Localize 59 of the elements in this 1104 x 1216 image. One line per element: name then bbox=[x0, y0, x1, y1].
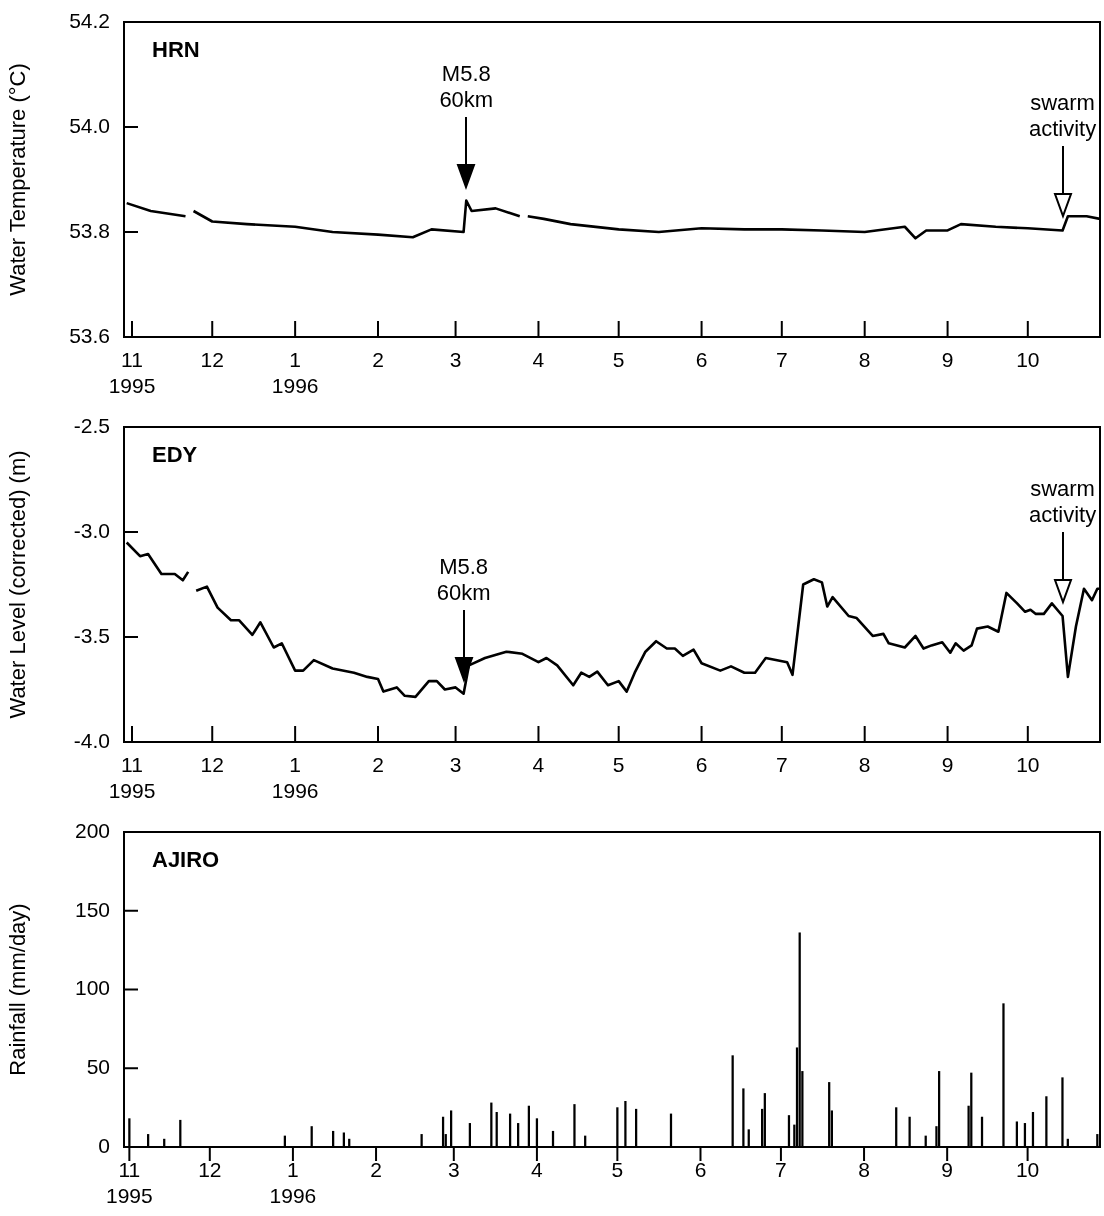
x-tick-label: 1 1996 bbox=[269, 1158, 317, 1207]
x-tick-label: 3 bbox=[447, 1158, 460, 1182]
y-axis-title: Rainfall (mm/day) bbox=[5, 903, 31, 1076]
x-tick-label: 10 bbox=[1016, 753, 1040, 777]
y-tick-label: 100 bbox=[74, 976, 110, 1000]
y-tick-label: 0 bbox=[98, 1133, 110, 1157]
x-tick-label: 2 bbox=[370, 1158, 382, 1182]
x-tick-label: 5 bbox=[611, 1158, 624, 1182]
x-tick-label: 6 bbox=[695, 348, 708, 372]
x-tick-label: 9 bbox=[941, 348, 954, 372]
y-tick-label: 200 bbox=[74, 818, 110, 842]
x-tick-label: 3 bbox=[449, 348, 462, 372]
x-tick-label: 1 1996 bbox=[271, 753, 319, 802]
y-tick-label: 53.8 bbox=[69, 218, 110, 242]
y-tick-label: -3.0 bbox=[73, 518, 110, 542]
x-tick-label: 11 1995 bbox=[106, 1158, 153, 1207]
ref-line-label: swarm activity bbox=[1028, 476, 1097, 527]
x-tick-label: 12 bbox=[200, 753, 224, 777]
x-tick-label: 9 bbox=[941, 1158, 954, 1182]
x-tick-label: 4 bbox=[532, 348, 545, 372]
x-tick-label: 7 bbox=[775, 1158, 787, 1182]
x-tick-label: 12 bbox=[200, 348, 224, 372]
x-tick-label: 10 bbox=[1016, 348, 1040, 372]
x-tick-label: 4 bbox=[532, 753, 545, 777]
x-tick-label: 2 bbox=[372, 348, 384, 372]
x-tick-label: 8 bbox=[858, 348, 871, 372]
text: HRN bbox=[152, 37, 200, 63]
y-tick-label: 150 bbox=[74, 897, 110, 921]
x-tick-label: 8 bbox=[858, 1158, 870, 1182]
y-axis-title: Water Level (corrected) (m) bbox=[5, 450, 31, 719]
y-axis-title: Water Temperature (°C) bbox=[5, 63, 31, 296]
x-tick-label: 6 bbox=[695, 753, 708, 777]
y-tick-label: 54.2 bbox=[69, 8, 110, 32]
x-tick-label: 9 bbox=[941, 753, 954, 777]
ref-line-label: swarm activity bbox=[1028, 90, 1097, 142]
x-tick-label: 2 bbox=[372, 753, 384, 777]
y-tick-label: -3.5 bbox=[73, 623, 110, 647]
ref-line-label: M5.8 60km bbox=[436, 553, 491, 605]
ref-line-label: M5.8 60km bbox=[439, 60, 494, 112]
x-tick-label: 6 bbox=[694, 1158, 707, 1182]
y-tick-label: 53.6 bbox=[69, 323, 110, 347]
text: AJIRO bbox=[152, 847, 220, 873]
x-tick-label: 5 bbox=[612, 348, 625, 372]
x-tick-label: 8 bbox=[858, 753, 871, 777]
x-tick-label: 10 bbox=[1015, 1158, 1040, 1182]
text: EDY bbox=[152, 442, 198, 468]
x-tick-label: 11 1995 bbox=[108, 348, 156, 397]
x-tick-label: 7 bbox=[775, 753, 788, 777]
x-tick-label: 11 1995 bbox=[108, 753, 156, 802]
y-tick-label: -4.0 bbox=[73, 728, 110, 752]
y-tick-label: -2.5 bbox=[73, 413, 110, 437]
x-tick-label: 1 1996 bbox=[271, 348, 319, 397]
x-tick-label: 12 bbox=[198, 1158, 222, 1182]
y-tick-label: 54.0 bbox=[69, 113, 110, 137]
x-tick-label: 4 bbox=[531, 1158, 544, 1182]
x-tick-label: 5 bbox=[612, 753, 625, 777]
y-tick-label: 50 bbox=[86, 1055, 110, 1079]
x-tick-label: 7 bbox=[775, 348, 788, 372]
x-tick-label: 3 bbox=[449, 753, 462, 777]
